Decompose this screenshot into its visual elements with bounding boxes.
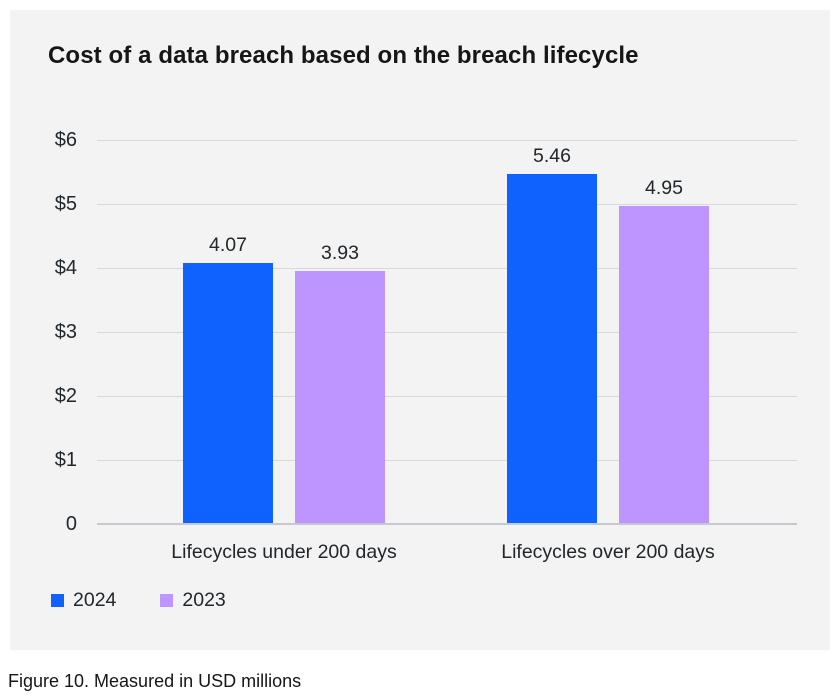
y-axis-tick-label-1: $1 xyxy=(54,449,77,471)
y-axis-tick-label-4: $4 xyxy=(54,257,77,279)
gridline-1 xyxy=(97,460,797,461)
chart-panel: Cost of a data breach based on the breac… xyxy=(10,10,830,650)
gridline-6 xyxy=(97,140,797,141)
gridline-3 xyxy=(97,332,797,333)
bar-2023-lifecycles-over-200-days xyxy=(619,206,709,523)
bar-value-label-2023-lifecycles-under-200-days: 3.93 xyxy=(321,242,359,265)
bar-2024-lifecycles-over-200-days xyxy=(507,173,597,523)
x-axis-category-label-lifecycles-over-200-days: Lifecycles over 200 days xyxy=(501,541,715,563)
legend-label-2024: 2024 xyxy=(73,589,117,611)
legend-swatch-2024 xyxy=(51,594,64,607)
legend-item-2024: 2024 xyxy=(51,589,116,612)
legend-label-2023: 2023 xyxy=(182,589,226,611)
y-axis-tick-label-2: $2 xyxy=(54,385,77,407)
chart-legend: 2024 2023 xyxy=(51,589,226,612)
bar-2024-lifecycles-under-200-days xyxy=(183,262,273,523)
legend-swatch-2023 xyxy=(160,594,174,607)
bar-2023-lifecycles-under-200-days xyxy=(295,271,385,523)
gridline-5 xyxy=(97,204,797,205)
y-axis-tick-label-3: $3 xyxy=(54,321,77,343)
chart-title: Cost of a data breach based on the breac… xyxy=(48,42,639,69)
bar-value-label-2024-lifecycles-under-200-days: 4.07 xyxy=(209,233,247,256)
x-axis-category-label-lifecycles-under-200-days: Lifecycles under 200 days xyxy=(171,541,397,563)
figure-caption: Figure 10. Measured in USD millions xyxy=(8,671,302,691)
gridline-2 xyxy=(97,396,797,397)
bar-value-label-2023-lifecycles-over-200-days: 4.95 xyxy=(645,177,683,200)
legend-item-2023: 2023 xyxy=(160,589,226,612)
x-axis-line xyxy=(97,523,797,525)
bar-value-label-2024-lifecycles-over-200-days: 5.46 xyxy=(533,144,571,167)
gridline-4 xyxy=(97,268,797,269)
y-axis-tick-label-0: 0 xyxy=(65,513,77,535)
y-axis-tick-label-6: $6 xyxy=(54,129,77,151)
plot-area: $6 $5 $4 $3 $2 $1 0 4.07 3.93 Lifecycles under 20… xyxy=(55,129,797,563)
y-axis-tick-label-5: $5 xyxy=(54,193,77,215)
